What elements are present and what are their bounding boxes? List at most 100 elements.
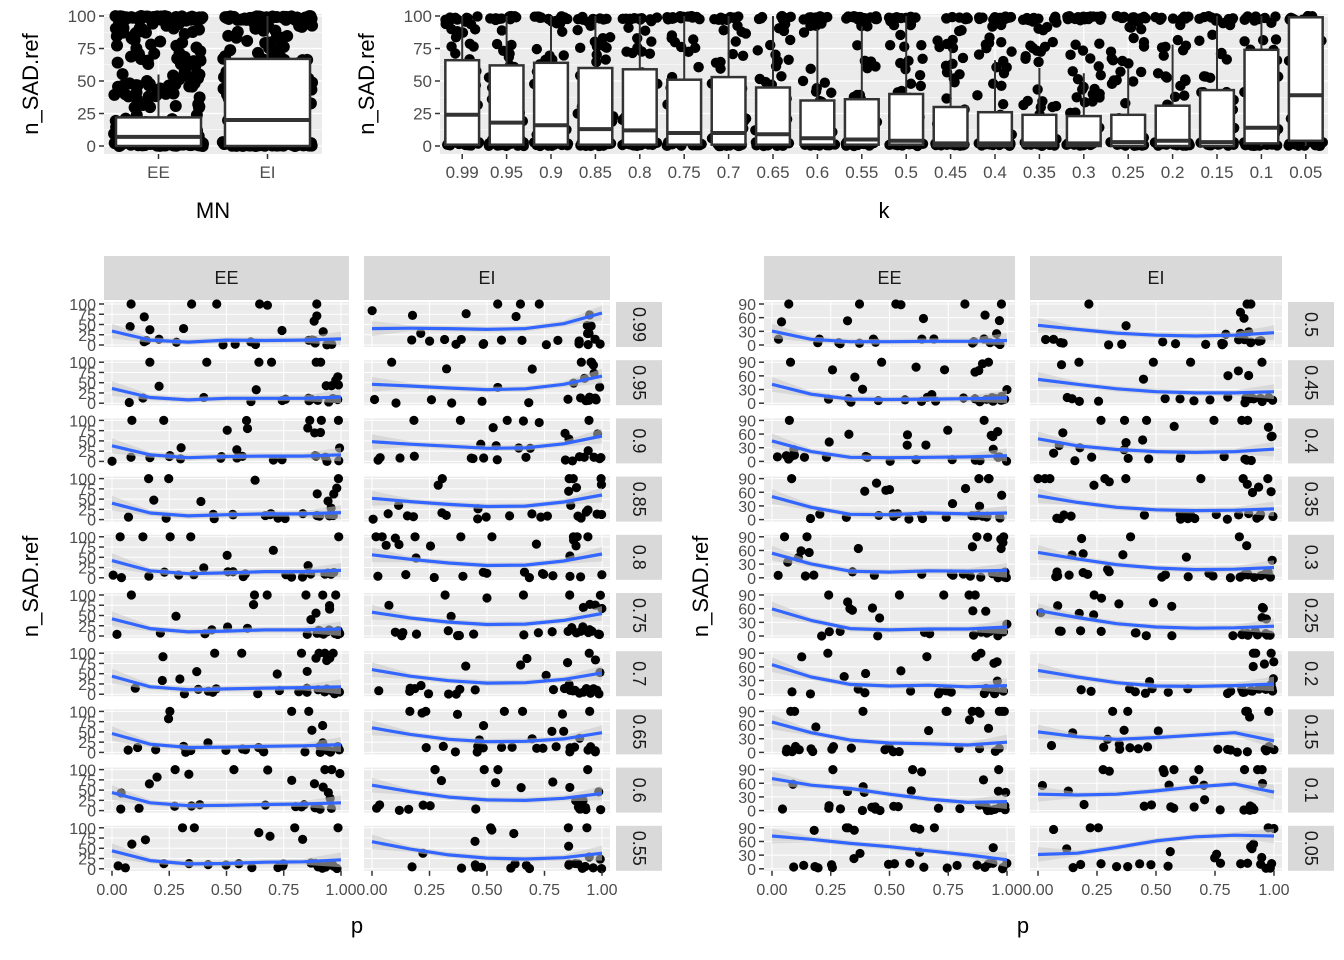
data-point — [1242, 479, 1252, 489]
data-point — [210, 648, 220, 658]
y-tick-label: 25 — [78, 619, 96, 636]
smooth-line — [371, 668, 603, 685]
data-point — [1098, 765, 1108, 775]
row-strip — [616, 767, 662, 813]
data-point — [164, 474, 174, 484]
data-point — [426, 395, 437, 405]
row-strip-label: 0.85 — [629, 482, 649, 517]
data-point — [113, 861, 123, 871]
data-point — [1167, 13, 1179, 24]
data-point — [194, 53, 207, 66]
y-tick-label: 60 — [738, 776, 756, 793]
data-point — [800, 571, 811, 581]
data-point — [600, 54, 611, 65]
x-tick-label: 0.15 — [1200, 163, 1233, 182]
data-point — [481, 512, 491, 522]
y-tick-label: 50 — [413, 72, 432, 91]
data-point — [328, 648, 338, 658]
box — [1287, 16, 1324, 143]
data-point — [1158, 50, 1169, 61]
data-point — [783, 54, 794, 65]
data-point — [1096, 415, 1106, 425]
data-point — [997, 490, 1007, 500]
data-point — [493, 299, 503, 309]
data-point — [828, 765, 838, 775]
data-point — [1183, 572, 1193, 582]
facet-panel — [764, 532, 1015, 583]
data-point — [1189, 396, 1199, 406]
smooth-line — [1037, 550, 1275, 572]
data-point — [784, 454, 794, 464]
data-point — [516, 783, 526, 793]
data-point — [842, 316, 853, 326]
y-tick-label: 30 — [738, 441, 756, 458]
data-point — [173, 73, 186, 86]
data-point — [942, 863, 952, 873]
data-point — [824, 627, 834, 637]
data-point — [169, 11, 182, 24]
data-point — [1021, 12, 1033, 24]
data-point — [538, 743, 548, 753]
data-point — [790, 706, 800, 717]
data-point — [827, 365, 838, 375]
data-point — [572, 24, 583, 36]
box — [888, 92, 925, 146]
column-strip-label: EE — [214, 268, 238, 288]
data-point — [423, 689, 434, 699]
data-point — [458, 571, 468, 581]
data-point — [270, 31, 283, 44]
y-tick-label: 0 — [747, 804, 756, 821]
column-strip — [104, 256, 349, 300]
column-strip — [764, 256, 1015, 300]
data-point — [560, 455, 570, 465]
data-point — [578, 622, 588, 632]
data-point — [384, 600, 394, 610]
data-point — [1053, 601, 1063, 611]
data-point — [167, 22, 180, 35]
x-tick-label: 0.45 — [934, 163, 967, 182]
data-point — [304, 10, 317, 23]
y-tick-label: 30 — [738, 557, 756, 574]
data-point — [972, 860, 982, 870]
data-point — [1066, 511, 1076, 521]
data-point — [1244, 370, 1254, 381]
data-point — [565, 571, 575, 581]
data-point — [517, 335, 527, 346]
data-point — [163, 714, 174, 724]
data-point — [947, 34, 958, 46]
row-strip — [616, 302, 662, 347]
data-point — [1096, 859, 1106, 869]
data-point — [798, 27, 810, 38]
data-point — [860, 688, 870, 698]
data-point — [1085, 53, 1096, 64]
x-tick-label: 0.55 — [845, 163, 878, 182]
facet-panel — [104, 299, 349, 350]
data-point — [986, 805, 996, 815]
data-point — [596, 805, 606, 815]
data-point — [519, 630, 529, 640]
data-point — [312, 299, 322, 309]
row-strip — [616, 593, 662, 638]
data-point — [1232, 747, 1242, 757]
data-point — [569, 535, 579, 545]
data-point — [853, 543, 863, 554]
data-point — [1050, 100, 1062, 112]
data-point — [479, 765, 489, 775]
data-point — [144, 474, 154, 484]
data-point — [250, 475, 260, 485]
data-point — [1033, 474, 1043, 484]
data-point — [582, 823, 592, 833]
data-point — [993, 786, 1004, 796]
data-point — [1119, 415, 1130, 425]
data-point — [576, 572, 586, 582]
data-point — [862, 21, 873, 32]
data-point — [1165, 847, 1175, 857]
smooth-line — [771, 329, 1008, 344]
data-point — [1167, 601, 1177, 611]
data-point — [518, 590, 529, 600]
data-point — [541, 670, 551, 680]
y-tick-label: 25 — [78, 502, 96, 519]
data-point — [906, 786, 916, 796]
x-axis-title: k — [879, 198, 891, 223]
data-point — [1247, 844, 1257, 854]
